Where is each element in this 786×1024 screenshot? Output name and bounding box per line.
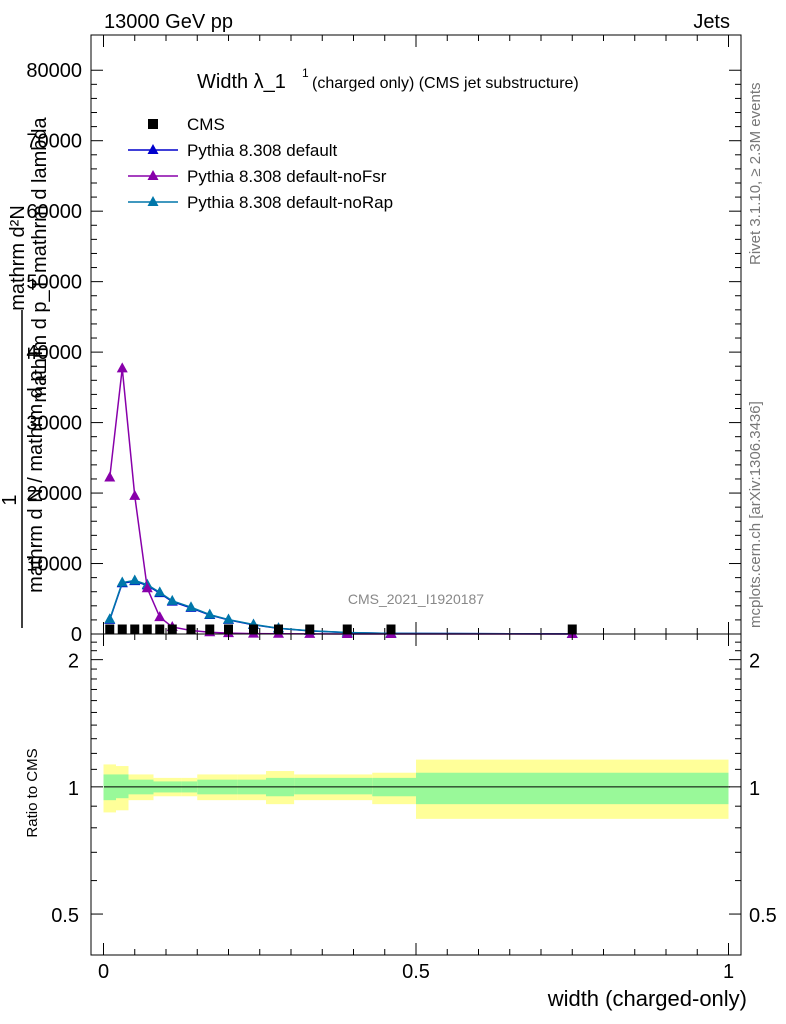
main-ytick-label: 60000: [26, 201, 82, 223]
ratio-band-inner: [294, 777, 329, 795]
series-point: [129, 574, 141, 585]
ratio-xtick-label: 1: [723, 961, 734, 983]
ratio-x-ticks: 0 0.5 1: [98, 634, 734, 983]
legend: CMS Pythia 8.308 default Pythia 8.308 defa…: [128, 115, 393, 212]
ylabel-line2: mathrm d p_T mathrm d lambda: [29, 116, 51, 402]
ratio-y-ticks: 0.5 0.5 1 1 2 2: [51, 641, 777, 927]
ylabel-denom: mathrm d N / mathrm d p_T: [25, 347, 47, 593]
main-y-ticks: 0 10000 20000 30000 40000 50000 60000 70000 8000…: [26, 60, 741, 646]
legend-marker: [147, 196, 159, 206]
ratio-ylabel: Ratio to CMS: [24, 748, 41, 837]
cms-data-point: [386, 624, 396, 634]
main-panel: 0 10000 20000 30000 40000 50000 60000 70000 8000…: [26, 34, 742, 646]
mcplots-label: mcplots.cern.ch [arXiv:1306.3436]: [747, 401, 764, 628]
ylabel-numer: 1: [0, 494, 21, 505]
cms-data-point: [117, 624, 127, 634]
cms-data-point: [186, 624, 196, 634]
cms-data-point: [249, 624, 258, 634]
main-ytick-label: 20000: [26, 483, 82, 505]
series-line: [109, 579, 573, 635]
cms-data-point: [105, 624, 115, 634]
main-ytick-label: 80000: [26, 60, 82, 82]
x-axis-label: width (charged-only): [547, 986, 747, 1011]
plot-title: Width λ_1 1 (charged only) (CMS jet subs…: [197, 66, 579, 93]
ratio-ytick-label-right: 2: [749, 651, 760, 673]
series-point: [116, 362, 128, 373]
main-ytick-label: 70000: [26, 131, 82, 153]
rivet-label: Rivet 3.1.10, ≥ 2.3M events: [747, 83, 764, 266]
ratio-ytick-label: 1: [68, 778, 79, 800]
series-point: [141, 582, 153, 593]
cms-data-point: [274, 624, 283, 634]
ratio-band-inner: [116, 774, 129, 799]
series-point: [116, 576, 128, 587]
cms-data-point: [142, 624, 152, 634]
legend-marker: [147, 144, 159, 154]
ratio-panel: 0.5 0.51 12 2 0 0.5 1: [51, 633, 777, 983]
cms-data-point: [305, 624, 315, 634]
main-ytick-label: 0: [71, 624, 82, 646]
main-x-ticks: [103, 35, 729, 634]
main-ytick-label: 40000: [26, 342, 82, 364]
cms-data-point: [567, 624, 577, 634]
cms-data-point: [342, 624, 352, 634]
cms-data-point: [224, 624, 233, 634]
cms-data-point: [130, 624, 140, 634]
ratio-band-inner: [328, 777, 373, 795]
ratio-ytick-label: 2: [68, 651, 79, 673]
legend-entry-label: CMS: [187, 115, 225, 134]
series-point: [223, 613, 234, 624]
series-line: [109, 580, 573, 635]
legend-entry-label: Pythia 8.308 default-noFsr: [187, 167, 387, 186]
series-point: [154, 611, 166, 622]
main-ytick-label: 10000: [26, 554, 82, 576]
title-sub: (charged only) (CMS jet substructure): [312, 75, 579, 92]
ratio-ytick-label: 0.5: [51, 905, 79, 927]
ratio-ytick-label-right: 1: [749, 778, 760, 800]
series-point: [166, 594, 178, 605]
cms-data-point: [167, 624, 177, 634]
main-ylabel: mathrm d²N mathrm d p_T mathrm d lambda …: [0, 116, 51, 628]
series-point: [154, 586, 166, 597]
legend-entry-label: Pythia 8.308 default: [187, 141, 338, 160]
series-point: [104, 471, 116, 482]
main-series-group: [104, 362, 578, 638]
ratio-bands: [103, 759, 729, 819]
legend-marker-cms: [148, 119, 158, 129]
legend-marker: [147, 170, 159, 180]
header-right: Jets: [693, 11, 730, 33]
cms-data-point: [155, 624, 165, 634]
ylabel-line1: mathrm d²N: [7, 205, 29, 311]
ratio-ytick-label-right: 0.5: [749, 905, 777, 927]
main-ytick-label: 30000: [26, 413, 82, 435]
series-point: [185, 601, 197, 612]
cms-data-point: [205, 624, 215, 634]
legend-entry-label: Pythia 8.308 default-noRap: [187, 193, 393, 212]
series-point: [104, 613, 116, 624]
series-point: [129, 489, 141, 500]
analysis-watermark: CMS_2021_I1920187: [348, 591, 484, 607]
ratio-xtick-label: 0: [98, 961, 109, 983]
ratio-band-inner: [416, 772, 729, 805]
series-point: [204, 608, 216, 619]
title-main: Width λ_1: [197, 71, 286, 93]
header-left: 13000 GeV pp: [104, 11, 233, 33]
main-ytick-label: 50000: [26, 272, 82, 294]
ratio-xtick-label: 0.5: [402, 961, 430, 983]
title-superscript: 1: [302, 66, 309, 80]
series-line: [109, 368, 573, 635]
